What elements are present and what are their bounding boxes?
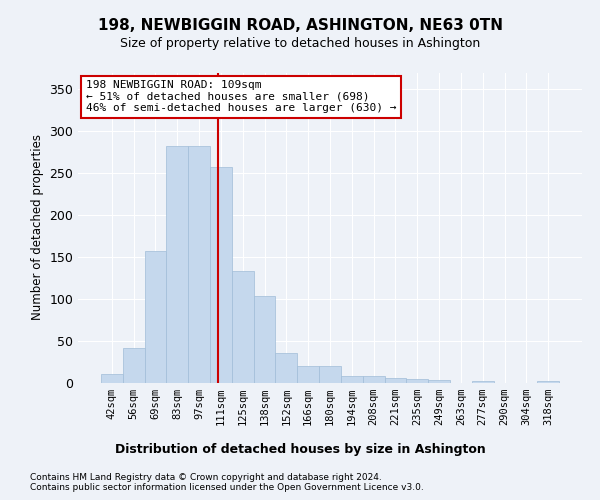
Bar <box>406 379 428 382</box>
Bar <box>472 381 494 382</box>
Y-axis label: Number of detached properties: Number of detached properties <box>31 134 44 320</box>
Text: 198, NEWBIGGIN ROAD, ASHINGTON, NE63 0TN: 198, NEWBIGGIN ROAD, ASHINGTON, NE63 0TN <box>97 18 503 32</box>
Text: Contains HM Land Registry data © Crown copyright and database right 2024.: Contains HM Land Registry data © Crown c… <box>30 472 382 482</box>
Bar <box>210 167 232 382</box>
Bar <box>123 348 145 382</box>
Bar <box>101 374 123 382</box>
Bar <box>232 271 254 382</box>
Bar <box>145 251 166 382</box>
Text: Distribution of detached houses by size in Ashington: Distribution of detached houses by size … <box>115 442 485 456</box>
Bar <box>166 146 188 382</box>
Bar <box>297 366 319 382</box>
Bar <box>319 366 341 382</box>
Bar <box>341 376 363 382</box>
Bar <box>363 376 385 382</box>
Bar <box>385 378 406 382</box>
Bar <box>428 380 450 382</box>
Text: Contains public sector information licensed under the Open Government Licence v3: Contains public sector information licen… <box>30 484 424 492</box>
Text: 198 NEWBIGGIN ROAD: 109sqm
← 51% of detached houses are smaller (698)
46% of sem: 198 NEWBIGGIN ROAD: 109sqm ← 51% of deta… <box>86 80 396 114</box>
Bar <box>275 353 297 382</box>
Bar <box>537 381 559 382</box>
Text: Size of property relative to detached houses in Ashington: Size of property relative to detached ho… <box>120 38 480 51</box>
Bar <box>254 296 275 382</box>
Bar <box>188 146 210 382</box>
